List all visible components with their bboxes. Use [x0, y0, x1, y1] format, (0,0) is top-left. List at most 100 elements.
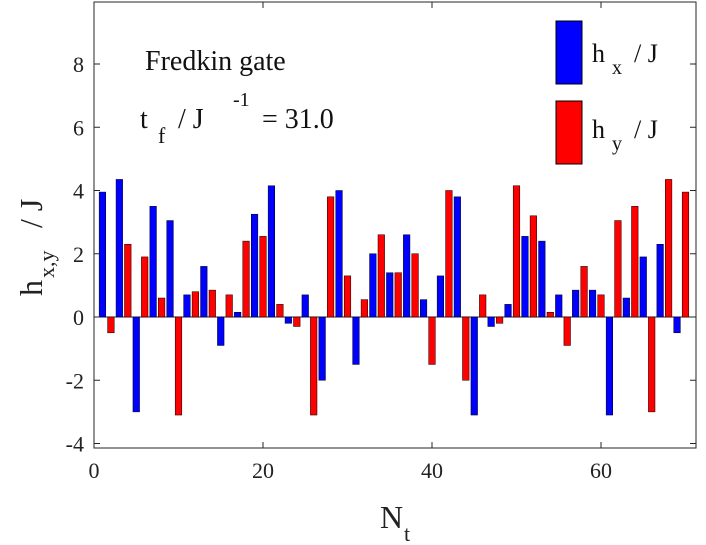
legend-label-hx-tail: / J: [634, 39, 658, 68]
plot-frame: [93, 1, 697, 449]
bar-hx-5: [132, 316, 140, 413]
annotation-tf-value: = 31.0: [262, 104, 334, 135]
bar-hy-48: [496, 316, 504, 324]
bar-hy-68: [665, 179, 673, 318]
bar-hx-47: [487, 316, 495, 327]
bar-hy-50: [512, 185, 521, 318]
bar-hx-25: [301, 294, 309, 318]
y-axis-title-sub: x,y: [34, 251, 59, 279]
y-tick-label-4: 4: [73, 179, 84, 204]
bar-hy-8: [158, 297, 166, 318]
y-axis-title: h x,y / J: [13, 199, 59, 296]
x-tick-label-60: 60: [590, 458, 612, 483]
bar-hy-32: [360, 299, 368, 318]
bar-hy-70: [681, 191, 690, 318]
x-axis-title: N t: [380, 499, 410, 545]
bar-hx-23: [284, 316, 292, 324]
legend: h x / J h y / J: [555, 20, 658, 165]
bar-hx-7: [149, 206, 157, 318]
bar-hx-41: [436, 275, 444, 318]
annotation-tf-sub: f: [158, 123, 166, 148]
legend-swatch-hx: [555, 20, 583, 85]
bar-hy-6: [141, 256, 149, 318]
bar-hx-61: [605, 316, 614, 416]
bar-hx-69: [673, 316, 681, 334]
bar-hx-51: [521, 236, 529, 318]
bar-hx-11: [183, 294, 191, 318]
y-axis-title-main: h: [13, 280, 49, 296]
bar-hy-18: [242, 240, 250, 318]
bar-hx-15: [217, 316, 225, 346]
bar-hy-40: [428, 316, 436, 365]
bar-hx-9: [166, 220, 174, 318]
bar-hy-44: [462, 316, 470, 381]
bar-hy-28: [327, 196, 335, 318]
bar-hy-10: [174, 316, 183, 416]
bar-hy-26: [310, 316, 318, 416]
bar-hx-45: [470, 316, 478, 416]
bar-hx-29: [335, 190, 343, 318]
bar-hx-37: [403, 234, 411, 318]
bar-hy-42: [445, 190, 453, 318]
bar-hy-46: [479, 294, 487, 318]
y-tick-label-2: 2: [73, 242, 84, 267]
bar-hx-31: [352, 316, 360, 365]
bar-hy-64: [631, 206, 639, 318]
axes-group: 0 20 40 60 -4 -2 0 2 4 6 8: [66, 2, 696, 483]
annotation-gate: Fredkin gate: [145, 46, 286, 77]
bar-hx-49: [504, 304, 512, 318]
y-tick-label--2: -2: [66, 368, 84, 393]
y-tick-label--4: -4: [66, 432, 84, 457]
bar-hx-1: [98, 191, 107, 318]
bars-group: [98, 179, 690, 416]
y-tick-label-6: 6: [73, 115, 84, 140]
bar-hx-35: [386, 272, 394, 318]
bar-hx-27: [318, 316, 326, 381]
bar-hy-2: [107, 316, 115, 334]
bar-hx-43: [453, 196, 461, 318]
x-tick-label-0: 0: [89, 458, 100, 483]
bar-hy-52: [529, 215, 537, 318]
bar-hy-36: [394, 272, 402, 318]
bar-hx-17: [234, 312, 242, 318]
bar-hx-59: [589, 289, 597, 318]
bar-hy-12: [191, 291, 199, 318]
bar-hx-3: [115, 179, 123, 318]
bar-hx-13: [200, 266, 208, 318]
bar-hy-66: [648, 316, 656, 413]
legend-label-hx-main: h: [592, 39, 605, 68]
bar-hx-67: [656, 244, 664, 318]
bar-hy-30: [343, 275, 352, 318]
bar-hx-55: [555, 294, 563, 318]
bar-hy-14: [208, 289, 216, 318]
bar-hy-22: [276, 304, 284, 318]
bar-hy-34: [377, 234, 385, 318]
bar-hx-57: [572, 289, 580, 318]
bar-hx-19: [251, 213, 259, 318]
y-tick-label-0: 0: [73, 305, 84, 330]
legend-swatch-hy: [555, 100, 583, 165]
legend-label-hy-main: h: [592, 115, 605, 144]
bar-hx-33: [369, 253, 377, 318]
x-axis-title-sub: t: [404, 521, 410, 545]
bar-hy-60: [597, 294, 605, 318]
x-tick-label-20: 20: [252, 458, 274, 483]
annotation-tf-t: t: [140, 104, 148, 135]
legend-label-hy-tail: / J: [634, 115, 658, 144]
annotation-tf: t f / J -1 = 31.0: [140, 89, 334, 148]
bar-hy-54: [546, 312, 554, 318]
x-tick-label-40: 40: [421, 458, 443, 483]
legend-label-hy-sub: y: [612, 133, 622, 155]
bar-hy-4: [124, 244, 132, 318]
bar-hx-53: [538, 240, 546, 318]
bar-hy-16: [225, 294, 233, 318]
bar-hy-62: [614, 220, 622, 318]
y-axis-title-tail: / J: [13, 199, 49, 228]
annotation-tf-mid: / J: [178, 104, 204, 135]
bar-hx-21: [267, 185, 275, 318]
y-tick-label-8: 8: [73, 52, 84, 77]
legend-label-hx-sub: x: [612, 57, 622, 79]
bar-hx-39: [420, 299, 428, 318]
bar-hy-24: [293, 316, 301, 327]
